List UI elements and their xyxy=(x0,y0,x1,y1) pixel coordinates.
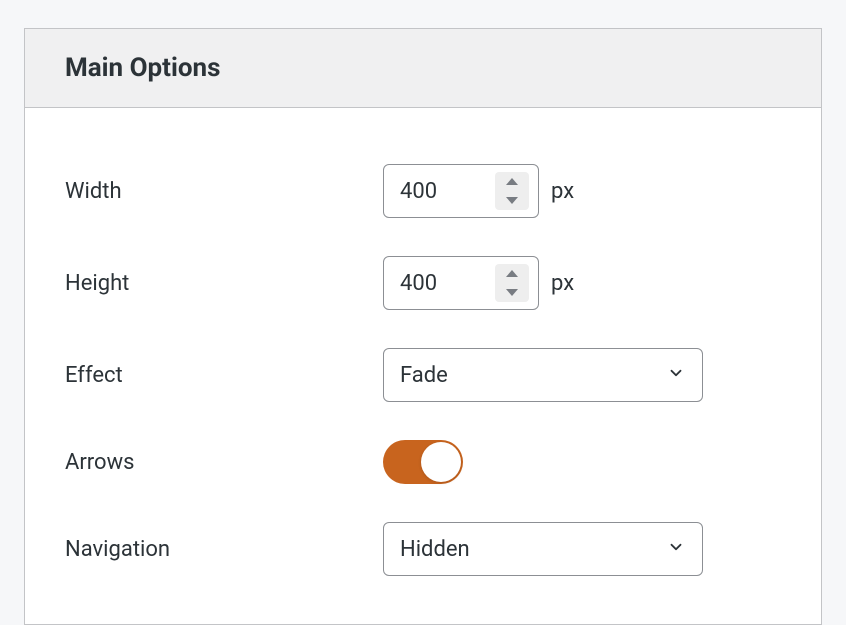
height-control: px xyxy=(383,256,574,310)
panel-header: Main Options xyxy=(25,29,821,108)
navigation-selected-value: Hidden xyxy=(400,537,470,562)
effect-row: Effect Fade xyxy=(65,348,781,402)
width-label: Width xyxy=(65,179,383,204)
arrows-toggle[interactable] xyxy=(383,440,463,484)
navigation-select[interactable]: Hidden xyxy=(383,522,703,576)
height-step-up[interactable] xyxy=(495,264,529,283)
height-input-wrapper xyxy=(383,256,539,310)
arrows-row: Arrows xyxy=(65,440,781,484)
width-stepper xyxy=(495,172,529,210)
navigation-label: Navigation xyxy=(65,537,383,562)
height-step-down[interactable] xyxy=(495,283,529,302)
effect-control: Fade xyxy=(383,348,703,402)
panel-body: Width px Height xyxy=(25,108,821,624)
effect-select-wrap: Fade xyxy=(383,348,703,402)
main-options-panel: Main Options Width px Height xyxy=(24,28,822,625)
height-stepper xyxy=(495,264,529,302)
width-step-up[interactable] xyxy=(495,172,529,191)
arrows-control xyxy=(383,440,463,484)
width-input-wrapper xyxy=(383,164,539,218)
width-unit: px xyxy=(551,179,574,204)
arrows-label: Arrows xyxy=(65,450,383,475)
navigation-row: Navigation Hidden xyxy=(65,522,781,576)
height-label: Height xyxy=(65,271,383,296)
navigation-select-wrap: Hidden xyxy=(383,522,703,576)
panel-title: Main Options xyxy=(65,53,781,83)
effect-label: Effect xyxy=(65,363,383,388)
effect-select[interactable]: Fade xyxy=(383,348,703,402)
width-row: Width px xyxy=(65,164,781,218)
height-row: Height px xyxy=(65,256,781,310)
navigation-control: Hidden xyxy=(383,522,703,576)
width-step-down[interactable] xyxy=(495,191,529,210)
width-control: px xyxy=(383,164,574,218)
effect-selected-value: Fade xyxy=(400,363,448,388)
arrows-toggle-knob xyxy=(421,442,461,482)
height-unit: px xyxy=(551,271,574,296)
